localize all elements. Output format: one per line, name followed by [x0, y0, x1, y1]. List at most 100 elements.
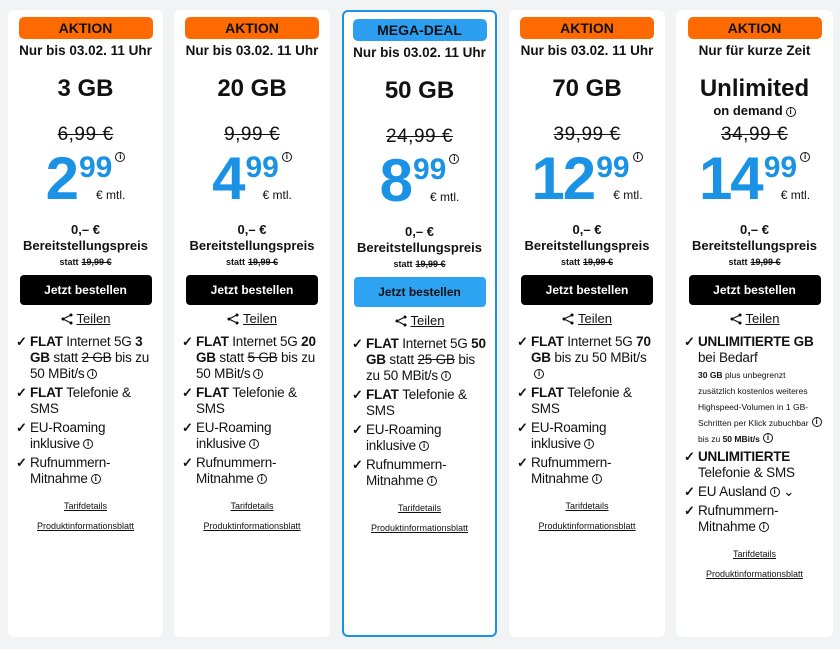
feature-text: ⌄	[779, 484, 795, 499]
feature-text: Telefonie & SMS	[196, 385, 297, 416]
order-button[interactable]: Jetzt bestellen	[521, 275, 653, 305]
info-icon[interactable]: i	[758, 522, 769, 533]
tariff-details-link[interactable]: Tarifdetails	[732, 549, 777, 559]
feature-body: FLAT Internet 5G 3 GB statt 2 GB bis zu …	[30, 334, 155, 382]
feature-item: ✓ EU Ausland i ⌄	[684, 484, 825, 500]
share-link[interactable]: Teilen	[730, 311, 779, 327]
feature-text: EU-Roaming inklusive	[30, 420, 106, 451]
share-label: Teilen	[76, 311, 111, 326]
info-icon[interactable]: i	[583, 439, 594, 450]
info-icon[interactable]: i	[253, 369, 264, 380]
info-icon[interactable]: i	[256, 474, 267, 485]
check-icon: ✓	[517, 385, 528, 400]
old-price: 6,99 €	[57, 124, 114, 145]
feature-text: 30 GB	[698, 370, 723, 380]
old-price: 34,99 €	[721, 124, 788, 145]
price: 4 99 i € mtl.	[212, 148, 292, 210]
info-icon[interactable]: i	[440, 371, 451, 382]
statt-label: statt	[728, 257, 748, 267]
feature-text: 50 GB	[366, 336, 486, 367]
info-icon[interactable]: i	[418, 441, 429, 452]
order-button[interactable]: Jetzt bestellen	[688, 275, 821, 305]
old-price: 39,99 €	[553, 124, 621, 145]
feature-body: FLAT Telefonie & SMS	[531, 385, 657, 417]
data-volume: 70 GB	[552, 75, 622, 102]
check-icon: ✓	[16, 385, 27, 400]
tariff-details-link[interactable]: Tarifdetails	[230, 501, 274, 511]
setup-fee: 0,– € Bereitstellungspreis	[357, 224, 482, 256]
info-icon[interactable]: i	[769, 487, 780, 498]
feature-text: 25 GB	[417, 352, 455, 367]
share-link[interactable]: Teilen	[61, 311, 111, 327]
check-icon: ✓	[16, 334, 27, 349]
feature-body: EU-Roaming inklusive i	[196, 420, 322, 452]
promo-badge: AKTION	[18, 17, 153, 39]
info-icon[interactable]: i	[449, 154, 460, 164]
feature-text: Internet 5G	[567, 334, 637, 349]
share-link[interactable]: Teilen	[395, 313, 445, 329]
share-icon	[61, 313, 73, 325]
setup-fee-old-price: 19,99 €	[81, 257, 112, 267]
product-info-link[interactable]: Produktinformationsblatt	[538, 521, 636, 531]
info-icon[interactable]: i	[762, 433, 773, 444]
feature-text: bis zu 50 MBit/s	[366, 352, 475, 383]
info-icon[interactable]: i	[785, 106, 796, 117]
feature-text: bis zu	[698, 434, 723, 444]
feature-text: Telefonie & SMS	[698, 465, 795, 480]
feature-item: ✓ EU-Roaming inklusive i	[182, 420, 322, 452]
product-info-link[interactable]: Produktinformationsblatt	[705, 569, 804, 579]
info-icon[interactable]: i	[800, 152, 811, 162]
document-links: Tarifdetails Produktinformationsblatt	[37, 500, 134, 532]
old-price: 24,99 €	[386, 126, 453, 147]
price-period: € mtl.	[613, 188, 643, 202]
feature-list: ✓ FLAT Internet 5G 70 GB bis zu 50 MBit/s…	[517, 334, 657, 490]
info-icon[interactable]: i	[90, 474, 101, 485]
feature-text: FLAT	[196, 385, 233, 400]
info-icon[interactable]: i	[591, 474, 602, 485]
tariff-details-link[interactable]: Tarifdetails	[565, 501, 609, 511]
setup-fee-old-price: 19,99 €	[247, 257, 279, 267]
setup-fee-label: Bereitstellungspreis	[692, 238, 817, 253]
check-icon: ✓	[16, 455, 27, 470]
feature-body: FLAT Telefonie & SMS	[196, 385, 322, 417]
feature-list: ✓ FLAT Internet 5G 3 GB statt 2 GB bis zu…	[16, 334, 155, 490]
offer-deadline: Nur für kurze Zeit	[698, 43, 811, 58]
on-demand-label: on demand i	[713, 103, 796, 118]
tariff-details-link[interactable]: Tarifdetails	[63, 501, 108, 511]
share-label: Teilen	[410, 313, 445, 328]
info-icon[interactable]: i	[248, 439, 259, 450]
check-icon: ✓	[684, 334, 695, 349]
info-icon[interactable]: i	[534, 369, 544, 380]
feature-text: 5 GB	[247, 350, 278, 365]
order-button[interactable]: Jetzt bestellen	[19, 275, 152, 305]
feature-item: ✓ Rufnummern-Mitnahme i	[517, 455, 657, 487]
check-icon: ✓	[517, 420, 528, 435]
info-icon[interactable]: i	[426, 476, 437, 487]
order-button[interactable]: Jetzt bestellen	[353, 277, 486, 307]
feature-body: Rufnummern-Mitnahme i	[30, 455, 155, 487]
info-icon[interactable]: i	[82, 439, 93, 450]
feature-body: EU Ausland i ⌄	[698, 484, 794, 500]
setup-fee-old: statt 19,99 €	[59, 256, 111, 268]
order-button[interactable]: Jetzt bestellen	[186, 275, 318, 305]
tariff-details-link[interactable]: Tarifdetails	[397, 503, 442, 513]
info-icon[interactable]: i	[811, 417, 822, 428]
setup-fee: 0,– € Bereitstellungspreis	[190, 222, 315, 254]
check-icon: ✓	[352, 422, 363, 437]
share-link[interactable]: Teilen	[227, 311, 277, 327]
product-info-link[interactable]: Produktinformationsblatt	[203, 521, 301, 531]
product-info-link[interactable]: Produktinformationsblatt	[36, 521, 135, 531]
info-icon[interactable]: i	[632, 152, 643, 162]
feature-body: Rufnummern-Mitnahme i	[531, 455, 657, 487]
info-icon[interactable]: i	[87, 369, 98, 380]
price: 8 99 i € mtl.	[380, 150, 460, 212]
info-icon[interactable]: i	[115, 152, 126, 162]
tariff-card: AKTION Nur bis 03.02. 11 Uhr 20 GB 9,99 …	[174, 10, 330, 637]
share-link[interactable]: Teilen	[562, 311, 612, 327]
setup-fee-value: 0,– €	[572, 222, 602, 237]
feature-item: ✓ FLAT Telefonie & SMS	[517, 385, 657, 417]
share-icon	[730, 313, 742, 325]
info-icon[interactable]: i	[281, 152, 292, 162]
feature-text: UNLIMITIERTE GB	[698, 334, 814, 349]
product-info-link[interactable]: Produktinformationsblatt	[370, 523, 469, 533]
